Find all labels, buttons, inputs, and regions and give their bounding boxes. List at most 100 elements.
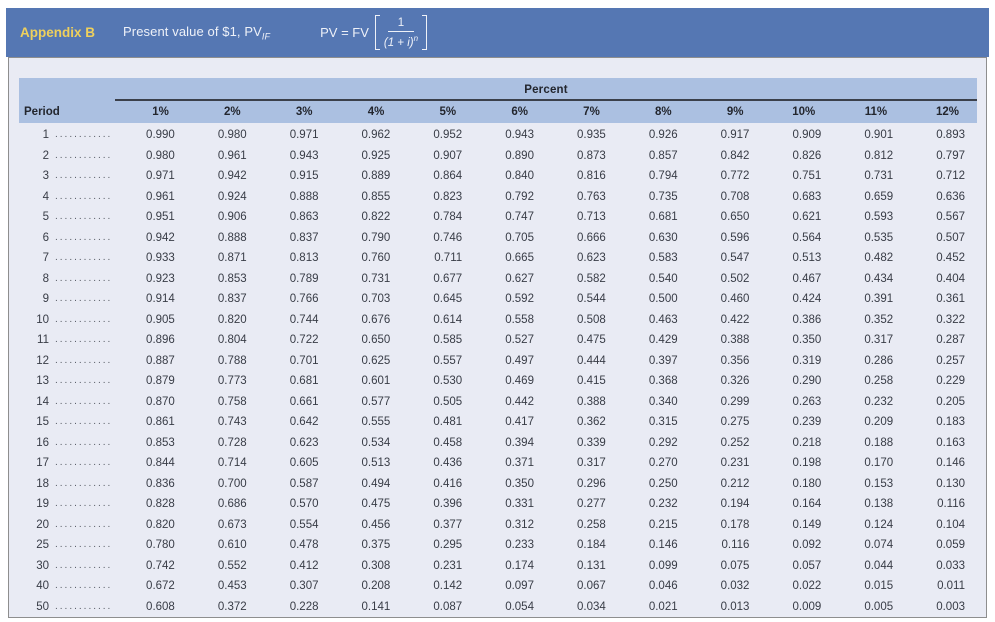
pv-value: 0.299 xyxy=(720,395,750,408)
pv-value: 0.205 xyxy=(936,395,965,408)
period-cell: 16...................................... xyxy=(19,433,115,454)
pv-value: 0.046 xyxy=(648,580,678,592)
pv-value: 0.356 xyxy=(720,354,750,367)
pv-value: 0.372 xyxy=(217,600,247,613)
period-cell: 50...................................... xyxy=(19,597,115,618)
pv-value: 0.951 xyxy=(146,211,175,223)
pv-value: 0.092 xyxy=(792,539,822,551)
table-row: 9...................................... 0… xyxy=(19,289,977,310)
pv-value: 0.239 xyxy=(792,416,822,428)
period-cell: 5...................................... xyxy=(19,207,115,228)
pv-value: 0.142 xyxy=(433,580,463,592)
pv-value: 0.804 xyxy=(217,334,247,346)
leader-dots: ...................................... xyxy=(55,231,111,243)
pv-value: 0.011 xyxy=(937,580,965,592)
pv-value: 0.917 xyxy=(720,129,750,141)
period-inner: 13...................................... xyxy=(19,371,115,392)
period-inner: 15...................................... xyxy=(19,412,115,433)
pv-value: 0.683 xyxy=(792,190,822,203)
pv-value: 0.906 xyxy=(217,211,247,223)
pv-value: 0.844 xyxy=(146,457,175,469)
pv-value: 0.009 xyxy=(792,600,822,613)
pv-value: 0.250 xyxy=(648,477,678,490)
pv-value: 0.980 xyxy=(217,129,247,141)
pv-value: 0.596 xyxy=(720,231,750,244)
percent-group-header: Percent xyxy=(115,78,977,101)
pv-value: 0.893 xyxy=(936,129,965,141)
pv-value: 0.888 xyxy=(217,231,247,244)
pv-value: 0.822 xyxy=(361,211,391,223)
period-inner: 10...................................... xyxy=(19,310,115,331)
pv-value: 0.735 xyxy=(648,190,678,203)
pv-value: 0.608 xyxy=(146,600,175,613)
leader-dots: ...................................... xyxy=(55,252,111,263)
left-bracket xyxy=(374,14,380,51)
pv-value: 0.990 xyxy=(146,129,175,141)
pv-value: 0.149 xyxy=(792,518,822,531)
pv-value: 0.673 xyxy=(217,518,247,531)
leader-dots: ...................................... xyxy=(55,170,111,181)
pv-value: 0.625 xyxy=(361,354,391,367)
column-header-4%: 4% xyxy=(367,106,385,118)
pv-value: 0.766 xyxy=(289,293,319,305)
pv-value: 0.022 xyxy=(792,580,822,592)
period-inner: 50...................................... xyxy=(19,597,115,618)
period-number: 3 xyxy=(42,170,49,182)
leader-dots: ...................................... xyxy=(55,580,111,591)
pv-value: 0.350 xyxy=(505,477,534,490)
pv-value: 0.642 xyxy=(289,416,319,428)
pv-value: 0.350 xyxy=(792,334,822,346)
banner-title: Present value of $1, PVIF xyxy=(123,24,270,42)
pv-value: 0.823 xyxy=(433,190,463,203)
pv-value: 0.497 xyxy=(505,354,534,367)
pv-value: 0.773 xyxy=(217,375,247,387)
period-inner: 18...................................... xyxy=(19,474,115,495)
pv-value: 0.444 xyxy=(577,354,606,367)
period-cell: 13...................................... xyxy=(19,371,115,392)
pv-value: 0.308 xyxy=(361,559,391,572)
pv-value: 0.044 xyxy=(864,559,894,572)
pv-value: 0.146 xyxy=(936,457,965,469)
pv-value: 0.229 xyxy=(936,375,965,387)
period-cell: 17...................................... xyxy=(19,453,115,474)
pv-value: 0.277 xyxy=(577,498,606,510)
pv-value: 0.015 xyxy=(864,580,894,592)
table-row: 5...................................... 0… xyxy=(19,207,977,228)
pv-value: 0.915 xyxy=(289,170,319,182)
pv-value: 0.570 xyxy=(289,498,319,510)
pv-value: 0.585 xyxy=(433,334,463,346)
period-inner: 40...................................... xyxy=(19,576,115,597)
pv-value: 0.456 xyxy=(361,518,391,531)
pv-value: 0.789 xyxy=(289,272,319,285)
pv-value: 0.209 xyxy=(864,416,894,428)
pv-value: 0.544 xyxy=(577,293,606,305)
period-cell: 30...................................... xyxy=(19,556,115,577)
pv-value: 0.270 xyxy=(648,457,678,469)
pv-value: 0.610 xyxy=(217,539,247,551)
pv-value: 0.138 xyxy=(864,498,894,510)
pv-value: 0.853 xyxy=(146,436,175,449)
pv-value: 0.386 xyxy=(792,313,822,326)
pv-value: 0.564 xyxy=(792,231,822,244)
pv-value: 0.816 xyxy=(577,170,606,182)
pv-value: 0.434 xyxy=(864,272,894,285)
pv-value: 0.864 xyxy=(433,170,463,182)
pv-value: 0.943 xyxy=(505,129,534,141)
pv-value: 0.558 xyxy=(505,313,534,326)
table-row: 10......................................… xyxy=(19,310,977,331)
pv-value: 0.174 xyxy=(505,559,534,572)
pv-value: 0.339 xyxy=(577,436,606,449)
pv-value: 0.505 xyxy=(433,395,463,408)
pv-value: 0.003 xyxy=(936,600,965,613)
pv-value: 0.812 xyxy=(864,149,894,162)
pv-value: 0.788 xyxy=(217,354,247,367)
pv-formula: PV = FV 1 (1 + i)n xyxy=(320,14,428,51)
pv-value: 0.124 xyxy=(864,518,894,531)
column-header-1%: 1% xyxy=(152,106,169,118)
pv-value: 0.194 xyxy=(720,498,750,510)
column-header-7%: 7% xyxy=(583,106,600,118)
pv-value: 0.032 xyxy=(720,580,750,592)
corner-header xyxy=(19,78,115,100)
pv-value: 0.394 xyxy=(505,436,534,449)
pv-value: 0.287 xyxy=(936,334,965,346)
